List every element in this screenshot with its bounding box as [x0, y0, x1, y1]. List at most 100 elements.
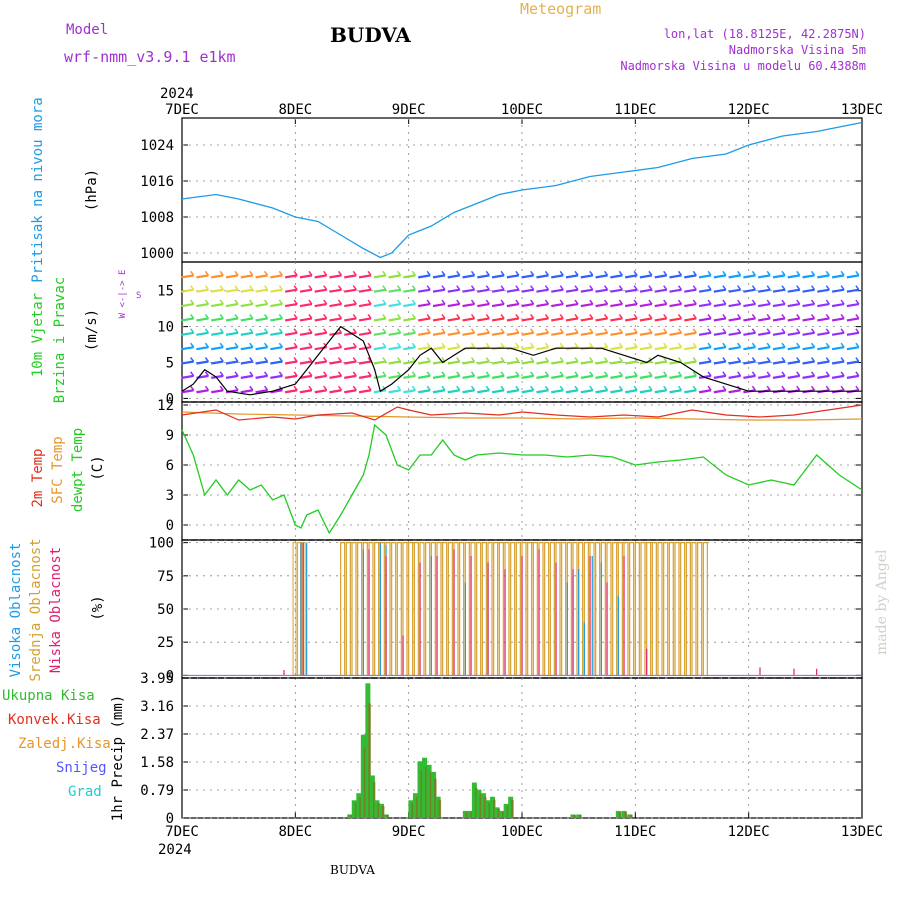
precip-bar: [347, 814, 353, 818]
model-elevation-text: Nadmorska Visina u modelu 60.4388m: [620, 59, 866, 73]
wind-barb: [743, 346, 756, 351]
wind-barb-flag: [500, 313, 505, 319]
wind-barb-flag: [751, 270, 757, 276]
wind-barb-flag: [337, 357, 343, 362]
wind-barb-flag: [781, 285, 786, 291]
wind-barb: [624, 389, 638, 394]
wind-barb-flag: [840, 313, 845, 319]
mid-cloud-bar: [442, 542, 448, 676]
wind-barb: [758, 346, 771, 351]
wind-barb: [196, 288, 209, 293]
wind-barb: [536, 389, 549, 394]
wind-barb: [817, 317, 830, 322]
wind-barb-flag: [737, 371, 742, 377]
precip-bar: [503, 803, 509, 818]
wind-barb: [358, 317, 372, 322]
wind-barb: [196, 317, 209, 322]
wind-barb: [240, 317, 253, 322]
wind-barb: [255, 317, 268, 322]
wind-barb: [758, 302, 771, 308]
convective-bar: [493, 799, 496, 818]
wind-barb-flag: [574, 313, 579, 319]
wind-barb-flag: [204, 299, 210, 305]
wind-barb: [491, 331, 505, 336]
bottom-day-labels: 7DEC 8DEC 9DEC 10DEC 11DEC 12DEC 13DEC: [165, 812, 883, 840]
wind-barb: [565, 288, 579, 293]
wind-barb: [639, 288, 653, 293]
wind-barb-flag: [234, 328, 239, 334]
mid-cloud-bar: [651, 542, 657, 676]
wind-barb-flag: [677, 342, 683, 348]
wind-barb: [787, 346, 800, 351]
wind-barb: [432, 274, 446, 279]
wind-barb-flag: [603, 371, 609, 377]
wind-barb-flag: [190, 342, 195, 348]
convective-bar: [420, 769, 423, 818]
wind-barb-flag: [278, 342, 283, 348]
wind-barb-flag: [352, 270, 357, 276]
convective-bar: [624, 811, 627, 818]
mid-cloud-bar: [515, 542, 521, 676]
wind-barb-flag: [603, 313, 609, 319]
wind-barb-flag: [263, 299, 269, 305]
wind-barb: [403, 389, 416, 394]
wind-barb: [551, 288, 564, 293]
wind-barb: [358, 331, 372, 336]
wind-barb: [580, 389, 593, 394]
wind-barb-flag: [530, 328, 535, 334]
wind-barb-flag: [796, 285, 801, 291]
wind-barb-flag: [825, 357, 830, 362]
wind-barb: [314, 274, 327, 279]
wind-barb-flag: [707, 313, 712, 319]
mid-cloud-bar: [297, 542, 302, 676]
precip-bar: [471, 782, 477, 818]
wind-barb-flag: [530, 357, 535, 362]
temp-label-2: SFC Temp: [50, 436, 66, 503]
wind-barb: [181, 288, 194, 293]
wind-barb-flag: [751, 299, 757, 305]
wind-barb: [447, 288, 460, 293]
wind-barb-flag: [663, 371, 668, 377]
wind-barb-flag: [367, 371, 372, 377]
mid-cloud-bar: [345, 542, 351, 676]
wind-barb-flag: [397, 385, 402, 391]
convective-bar: [368, 703, 371, 818]
wind-barb-flag: [781, 357, 786, 362]
mid-cloud-bar: [685, 542, 691, 676]
wind-barb-flag: [411, 328, 417, 334]
wind-barb-flag: [574, 342, 579, 348]
wind-barb-flag: [411, 285, 417, 291]
wind-barb-flag: [633, 313, 638, 319]
wind-barb: [624, 302, 638, 308]
precip-bar: [383, 814, 389, 818]
wind-barb-flag: [618, 357, 623, 362]
wind-barb: [713, 360, 727, 365]
y-tick-label: 2.37: [140, 727, 174, 743]
wind-barb-flag: [855, 357, 860, 362]
wind-barb-flag: [352, 313, 357, 319]
mid-cloud-bar: [680, 542, 686, 676]
convective-bar: [363, 747, 367, 818]
precip-label: 1hr Precip (mm): [110, 695, 126, 821]
wind-barb: [698, 302, 712, 308]
convective-bar: [411, 802, 414, 818]
y-tick-label: 100: [149, 536, 174, 552]
wind-barb-flag: [470, 270, 476, 276]
wind-barb-flag: [485, 328, 490, 334]
wind-barb: [418, 288, 431, 293]
wind-barb: [373, 346, 387, 351]
wind-barb-flag: [648, 328, 653, 334]
wind-barb: [477, 374, 490, 379]
wind-barb-flag: [796, 357, 801, 362]
mid-cloud-bar: [402, 542, 408, 676]
wind-barb-flag: [308, 385, 313, 391]
wind-barb-flag: [382, 342, 387, 348]
wind-barb-flag: [574, 328, 579, 334]
wind-barb-flag: [426, 285, 431, 291]
wind-barb-flag: [618, 285, 623, 291]
convective-bar: [470, 811, 473, 818]
wind-barb-flag: [781, 385, 786, 391]
wind-barb-flag: [677, 285, 683, 291]
wind-barb: [373, 360, 387, 365]
wind-barb-flag: [323, 328, 328, 334]
